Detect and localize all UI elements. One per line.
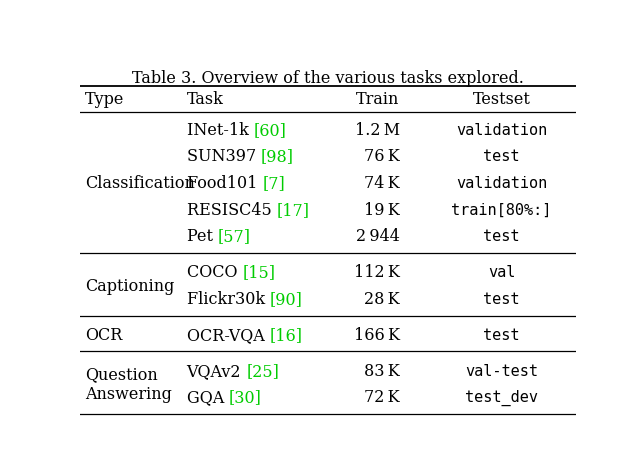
Text: VQAv2: VQAv2 xyxy=(187,363,246,380)
Text: val: val xyxy=(488,266,515,280)
Text: [25]: [25] xyxy=(246,363,279,380)
Text: 28 K: 28 K xyxy=(364,291,400,308)
Text: [16]: [16] xyxy=(269,327,303,344)
Text: Food101: Food101 xyxy=(187,175,262,192)
Text: [60]: [60] xyxy=(253,122,287,139)
Text: test: test xyxy=(483,229,520,245)
Text: Train: Train xyxy=(356,91,399,107)
Text: Pet: Pet xyxy=(187,228,218,246)
Text: test_dev: test_dev xyxy=(465,390,538,406)
Text: test: test xyxy=(483,328,520,343)
Text: [17]: [17] xyxy=(276,202,310,219)
Text: test: test xyxy=(483,292,520,307)
Text: Answering: Answering xyxy=(85,386,172,403)
Text: [90]: [90] xyxy=(270,291,303,308)
Text: GQA: GQA xyxy=(187,390,229,407)
Text: Task: Task xyxy=(187,91,223,107)
Text: 76 K: 76 K xyxy=(364,148,400,165)
Text: train[80%:]: train[80%:] xyxy=(451,203,552,218)
Text: Flickr30k: Flickr30k xyxy=(187,291,270,308)
Text: [30]: [30] xyxy=(229,390,262,407)
Text: OCR: OCR xyxy=(85,327,122,344)
Text: [7]: [7] xyxy=(262,175,285,192)
Text: Classification: Classification xyxy=(85,175,195,192)
Text: [57]: [57] xyxy=(218,228,251,246)
Text: INet-1k: INet-1k xyxy=(187,122,253,139)
Text: Table 3. Overview of the various tasks explored.: Table 3. Overview of the various tasks e… xyxy=(132,70,524,87)
Text: 19 K: 19 K xyxy=(364,202,400,219)
Text: [98]: [98] xyxy=(261,148,294,165)
Text: Question: Question xyxy=(85,366,157,383)
Text: 1.2 M: 1.2 M xyxy=(355,122,400,139)
Text: 166 K: 166 K xyxy=(354,327,400,344)
Text: COCO: COCO xyxy=(187,264,243,281)
Text: 72 K: 72 K xyxy=(364,390,400,407)
Text: 112 K: 112 K xyxy=(354,264,400,281)
Text: val-test: val-test xyxy=(465,364,538,379)
Text: [15]: [15] xyxy=(243,264,275,281)
Text: Type: Type xyxy=(85,91,124,107)
Text: OCR-VQA: OCR-VQA xyxy=(187,327,269,344)
Text: SUN397: SUN397 xyxy=(187,148,261,165)
Text: Testset: Testset xyxy=(473,91,531,107)
Text: validation: validation xyxy=(456,123,547,138)
Text: 2 944: 2 944 xyxy=(356,228,400,246)
Text: 74 K: 74 K xyxy=(364,175,400,192)
Text: RESISC45: RESISC45 xyxy=(187,202,276,219)
Text: Captioning: Captioning xyxy=(85,278,174,294)
Text: 83 K: 83 K xyxy=(364,363,400,380)
Text: validation: validation xyxy=(456,176,547,191)
Text: test: test xyxy=(483,149,520,164)
